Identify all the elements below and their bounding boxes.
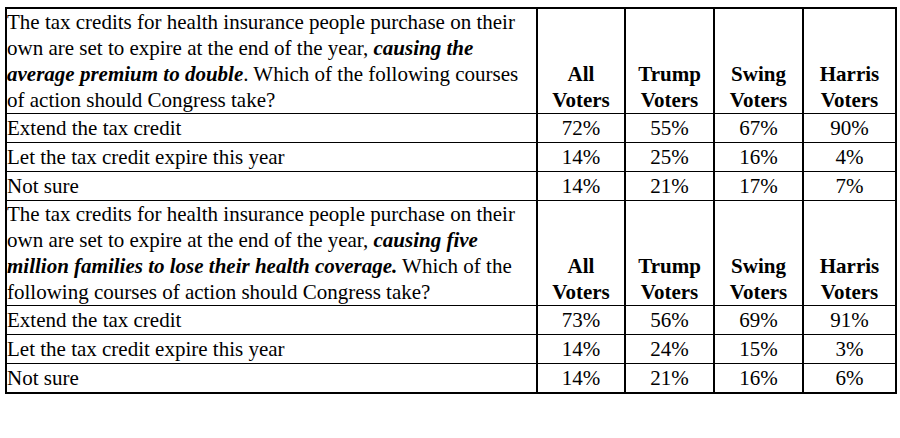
question-row: The tax credits for health insurance peo… [6, 201, 896, 306]
column-header-harris-voters: Harris Voters [803, 8, 896, 114]
value-trump-voters: 56% [625, 306, 714, 335]
page: The tax credits for health insurance peo… [0, 0, 900, 438]
question-row: The tax credits for health insurance peo… [6, 8, 896, 114]
column-header-swing-voters: Swing Voters [714, 201, 803, 306]
value-all-voters: 14% [537, 364, 625, 393]
column-header-all-voters: All Voters [537, 8, 625, 114]
value-swing-voters: 16% [714, 143, 803, 172]
table-row: Extend the tax credit 73% 56% 69% 91% [6, 306, 896, 335]
table-row: Not sure 14% 21% 17% 7% [6, 172, 896, 201]
table-row: Not sure 14% 21% 16% 6% [6, 364, 896, 393]
column-header-trump-voters: Trump Voters [625, 8, 714, 114]
row-label: Not sure [6, 364, 537, 393]
value-swing-voters: 69% [714, 306, 803, 335]
value-harris-voters: 6% [803, 364, 896, 393]
value-trump-voters: 21% [625, 172, 714, 201]
table-row: Let the tax credit expire this year 14% … [6, 143, 896, 172]
row-label: Extend the tax credit [6, 306, 537, 335]
row-label: Extend the tax credit [6, 114, 537, 143]
question-text-cell: The tax credits for health insurance peo… [6, 8, 537, 114]
value-swing-voters: 67% [714, 114, 803, 143]
survey-results-table: The tax credits for health insurance peo… [5, 7, 897, 394]
row-label: Not sure [6, 172, 537, 201]
section-lose-coverage: The tax credits for health insurance peo… [6, 201, 896, 393]
value-all-voters: 14% [537, 335, 625, 364]
column-header-swing-voters: Swing Voters [714, 8, 803, 114]
value-all-voters: 72% [537, 114, 625, 143]
value-harris-voters: 7% [803, 172, 896, 201]
section-premium-double: The tax credits for health insurance peo… [6, 8, 896, 201]
row-label: Let the tax credit expire this year [6, 143, 537, 172]
value-swing-voters: 17% [714, 172, 803, 201]
column-header-harris-voters: Harris Voters [803, 201, 896, 306]
value-all-voters: 73% [537, 306, 625, 335]
value-harris-voters: 91% [803, 306, 896, 335]
value-trump-voters: 21% [625, 364, 714, 393]
value-trump-voters: 24% [625, 335, 714, 364]
value-harris-voters: 4% [803, 143, 896, 172]
row-label: Let the tax credit expire this year [6, 335, 537, 364]
table-row: Extend the tax credit 72% 55% 67% 90% [6, 114, 896, 143]
value-all-voters: 14% [537, 143, 625, 172]
column-header-all-voters: All Voters [537, 201, 625, 306]
value-harris-voters: 3% [803, 335, 896, 364]
table-row: Let the tax credit expire this year 14% … [6, 335, 896, 364]
value-swing-voters: 15% [714, 335, 803, 364]
value-all-voters: 14% [537, 172, 625, 201]
value-trump-voters: 55% [625, 114, 714, 143]
value-swing-voters: 16% [714, 364, 803, 393]
column-header-trump-voters: Trump Voters [625, 201, 714, 306]
value-trump-voters: 25% [625, 143, 714, 172]
question-text-cell: The tax credits for health insurance peo… [6, 201, 537, 306]
value-harris-voters: 90% [803, 114, 896, 143]
